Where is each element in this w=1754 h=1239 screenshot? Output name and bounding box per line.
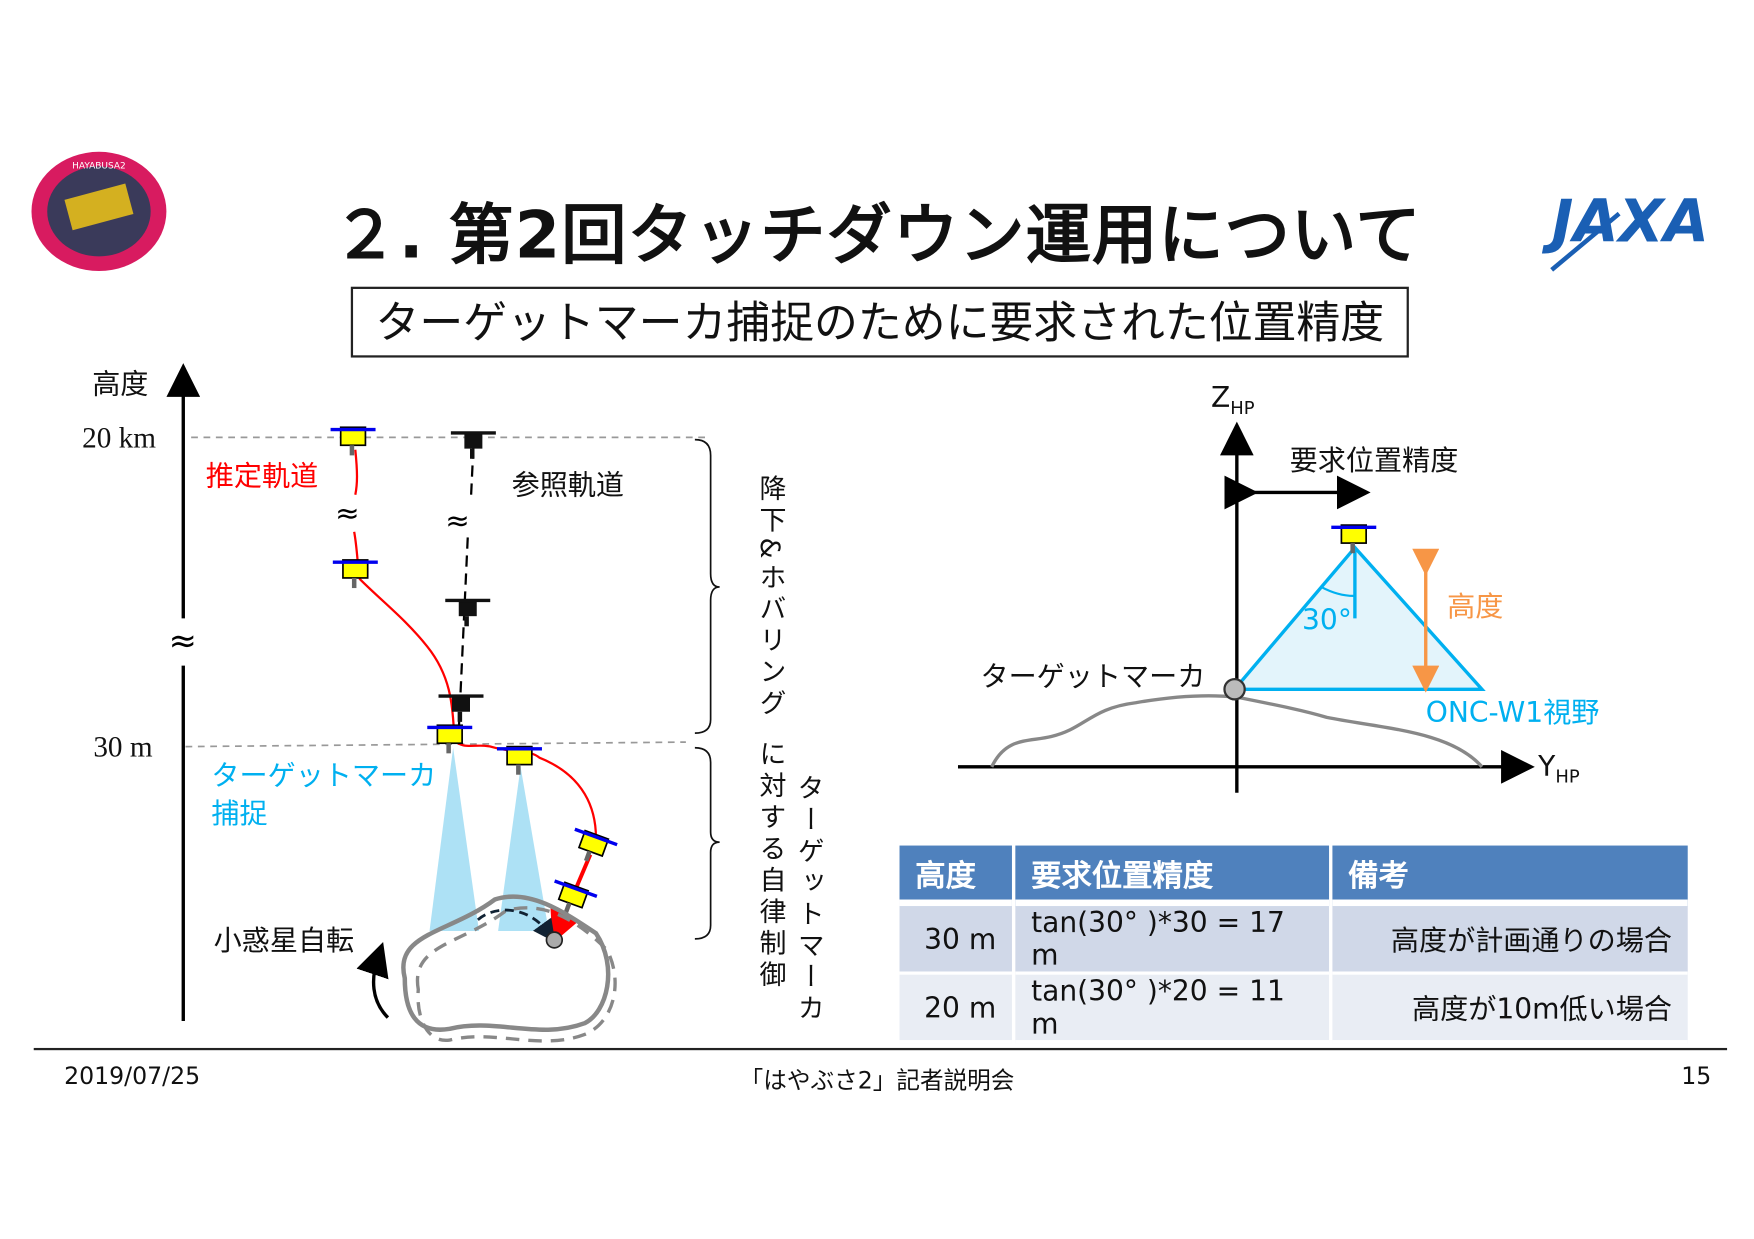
table-row: 30 m tan(30° )*30 = 17 m 高度が計画通りの場合 — [899, 906, 1688, 975]
spacecraft-icon — [544, 877, 600, 923]
y-axis-label: YHP — [1537, 750, 1580, 788]
altitude-axis: ≈ 高度 20 km 30 m — [82, 363, 201, 1021]
tick-30m: 30 m — [93, 732, 153, 764]
reference-trajectory — [457, 537, 469, 731]
fov-triangle — [1230, 545, 1486, 691]
axis-label: 高度 — [92, 368, 148, 401]
altitude-label: 高度 — [1447, 590, 1503, 623]
footer-event: 「はやぶさ2」記者説明会 — [739, 1067, 1015, 1095]
svg-text:JAXA: JAXA — [1542, 188, 1709, 256]
break-symbol: ≈ — [445, 504, 469, 538]
capture-label: 捕捉 — [211, 797, 267, 830]
asteroid-rotated-outline — [415, 906, 617, 1043]
spacecraft-icon — [328, 425, 378, 458]
spacecraft-icon — [425, 723, 474, 756]
hayabusa2-logo: HAYABUSA2 — [31, 151, 167, 271]
header-altitude: 高度 — [899, 845, 1012, 907]
asteroid-rotation-label: 小惑星自転 — [214, 924, 355, 957]
target-marker — [1223, 678, 1246, 701]
marker-motion-arrow — [476, 908, 556, 943]
required-accuracy-label: 要求位置精度 — [1290, 444, 1459, 477]
spacecraft-icon — [495, 744, 544, 777]
spacecraft-icon — [1329, 523, 1378, 555]
target-marker — [545, 931, 564, 949]
phase-descent-label: 降下&ホバリング — [754, 474, 786, 721]
break-symbol: ≈ — [335, 496, 359, 530]
table-row: 20 m tan(30° )*20 = 11 m 高度が10m低い場合 — [899, 974, 1688, 1044]
phase-autonomous-label-1: ターゲットマーカ — [792, 773, 825, 1026]
subtitle-box: ターゲットマーカ捕捉のために要求された位置精度 — [350, 286, 1409, 358]
spacecraft-reference-icon — [436, 694, 486, 724]
svg-text:HAYABUSA2: HAYABUSA2 — [72, 162, 126, 172]
footer-divider — [33, 1047, 1728, 1051]
rotation-arrow — [356, 941, 390, 1019]
accuracy-table: 高度 要求位置精度 備考 30 m tan(30° )*30 = 17 m 高度が計画通… — [896, 845, 1691, 1044]
asteroid-outline — [401, 894, 611, 1032]
spacecraft-icon — [564, 825, 620, 871]
angle-label: 30° — [1302, 604, 1352, 637]
camera-beam — [498, 766, 549, 932]
estimated-trajectory — [354, 449, 359, 495]
jaxa-logo: JAXA — [1542, 188, 1709, 272]
bracket-autonomous — [694, 746, 720, 940]
spacecraft-icon — [331, 558, 380, 590]
camera-beam — [429, 747, 479, 932]
page-number: 15 — [1681, 1062, 1712, 1090]
target-marker-label: ターゲットマーカ — [980, 660, 1205, 693]
bracket-descent — [694, 438, 720, 734]
axis-break-symbol: ≈ — [169, 621, 197, 660]
reference-trajectory-label: 参照軌道 — [512, 469, 624, 502]
header-accuracy: 要求位置精度 — [1015, 845, 1330, 907]
footer-date: 2019/07/25 — [64, 1062, 201, 1090]
level-30m — [185, 741, 686, 748]
tick-20km: 20 km — [82, 423, 156, 455]
capture-label: ターゲットマーカ — [211, 759, 436, 792]
estimated-trajectory-label: 推定軌道 — [206, 460, 318, 493]
spacecraft-reference-icon — [443, 598, 492, 628]
terrain — [990, 694, 1484, 768]
fov-label: ONC-W1視野 — [1426, 696, 1600, 729]
header-remarks: 備考 — [1332, 845, 1688, 907]
page-title: ２. 第2回タッチダウン運用について — [332, 196, 1422, 274]
z-axis-label: ZHP — [1211, 381, 1255, 419]
phase-autonomous-label-2: に対する自律制御 — [754, 739, 786, 992]
